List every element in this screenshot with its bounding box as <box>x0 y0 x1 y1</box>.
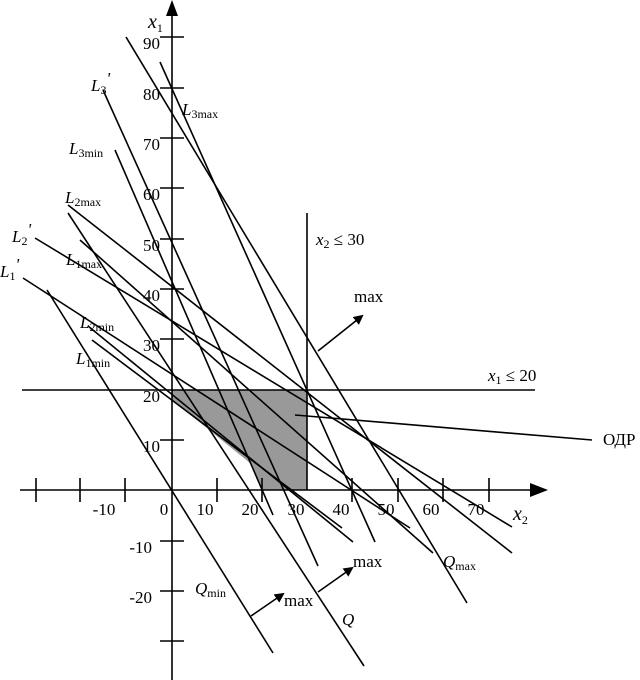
line-l3max <box>159 61 376 543</box>
line-qmin <box>46 289 274 654</box>
label-l2max: L2max <box>64 188 101 209</box>
label-max-qmin: max <box>284 591 314 610</box>
label-max-region: max <box>354 287 384 306</box>
label-l1min: L1min <box>75 349 110 370</box>
line-l3-prime <box>102 89 319 567</box>
line-l2-prime <box>34 237 513 528</box>
line-qmax <box>125 36 468 604</box>
label-constraint-x1: x1 ≤ 20 <box>487 366 536 387</box>
x1-axis-arrow-icon <box>166 0 178 16</box>
svg-text:50: 50 <box>143 236 160 255</box>
q-max-arrow-icon <box>317 566 354 593</box>
max-direction-arrow-icon <box>317 314 364 352</box>
label-qmin: Qmin <box>195 579 226 600</box>
svg-text:-10: -10 <box>93 500 116 519</box>
vertical-tick-labels: 90 80 70 60 50 40 30 20 10 -10 -20 <box>129 34 160 607</box>
label-l1max: L1max <box>65 250 102 271</box>
horizontal-tick-labels: -10 0 10 20 30 40 50 60 70 <box>93 500 485 519</box>
svg-text:80: 80 <box>143 85 160 104</box>
svg-text:0: 0 <box>160 500 169 519</box>
x2-axis-label: x2 <box>512 503 528 527</box>
region-pointer <box>294 414 593 441</box>
label-l3max: L3max <box>181 100 218 121</box>
svg-text:90: 90 <box>143 34 160 53</box>
svg-text:10: 10 <box>197 500 214 519</box>
svg-text:70: 70 <box>143 135 160 154</box>
line-l3min <box>114 149 274 516</box>
vertical-tick-marks <box>160 36 184 642</box>
svg-text:10: 10 <box>143 437 160 456</box>
label-l1-prime: L1' <box>0 255 19 283</box>
label-l3min: L3min <box>68 139 103 160</box>
svg-text:30: 30 <box>288 500 305 519</box>
label-l3-prime: L3' <box>90 69 110 97</box>
svg-text:20: 20 <box>242 500 259 519</box>
svg-text:40: 40 <box>143 286 160 305</box>
svg-text:30: 30 <box>143 336 160 355</box>
label-l2min: L2min <box>79 313 114 334</box>
label-constraint-x2: x2 ≤ 30 <box>315 230 364 251</box>
svg-text:20: 20 <box>143 387 160 406</box>
label-qmax: Qmax <box>443 552 476 573</box>
horizontal-tick-marks <box>35 478 490 502</box>
svg-text:-20: -20 <box>129 588 152 607</box>
x2-axis-arrow-icon <box>530 483 548 497</box>
svg-text:-10: -10 <box>129 538 152 557</box>
label-q: Q <box>342 610 354 629</box>
label-max-q: max <box>353 552 383 571</box>
svg-text:60: 60 <box>143 185 160 204</box>
svg-text:60: 60 <box>423 500 440 519</box>
label-l2-prime: L2' <box>11 220 31 248</box>
line-l2max <box>67 204 513 554</box>
label-feasible-region: ОДР <box>603 430 635 449</box>
line-l1-prime <box>22 277 411 529</box>
svg-text:40: 40 <box>333 500 350 519</box>
line-l1max <box>79 239 434 554</box>
line-l2min <box>87 325 354 543</box>
line-q <box>67 212 365 667</box>
x1-axis-label: x1 <box>147 11 163 35</box>
line-l1min <box>91 339 343 529</box>
svg-text:50: 50 <box>378 500 395 519</box>
qmin-max-arrow-icon <box>250 592 285 617</box>
svg-text:70: 70 <box>468 500 485 519</box>
